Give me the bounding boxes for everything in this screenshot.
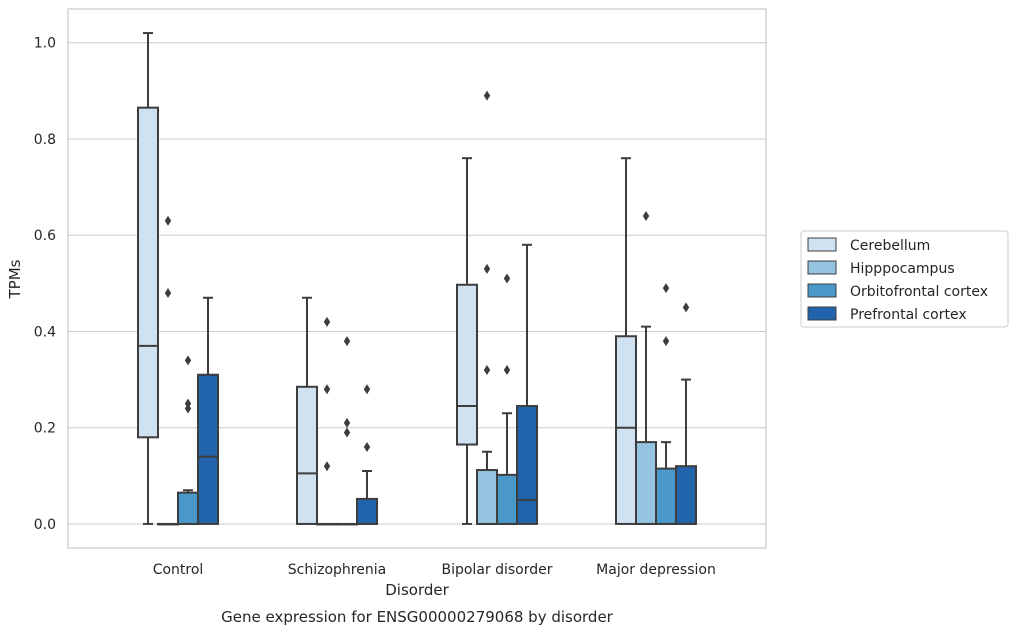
outlier-point	[323, 384, 331, 395]
box-body	[476, 469, 498, 525]
y-tick-label: 0.6	[34, 228, 56, 244]
box-body	[635, 441, 657, 525]
legend-swatch	[807, 283, 837, 298]
box-series	[137, 32, 697, 526]
box	[336, 336, 358, 526]
box	[296, 296, 318, 525]
box-body	[197, 373, 219, 525]
box	[655, 283, 677, 525]
y-axis-ticks: 0.0 0.2 0.4 0.6 0.8 1.0	[34, 36, 56, 533]
y-axis-label: TPMs	[6, 259, 24, 299]
box-body	[296, 385, 318, 525]
series-orbitofrontal-cortex	[177, 273, 677, 526]
series-hipppocampus	[157, 90, 657, 526]
box-body	[137, 106, 159, 439]
outlier-point	[483, 263, 491, 274]
legend-entry: Cerebellum	[850, 238, 930, 254]
box-body	[516, 405, 538, 525]
y-tick-label: 1.0	[34, 36, 56, 52]
outlier-point	[323, 461, 331, 472]
legend-entry: Orbitofrontal cortex	[850, 284, 988, 300]
box	[157, 215, 179, 526]
chart-caption: Gene expression for ENSG00000279068 by d…	[221, 608, 614, 626]
box	[456, 157, 478, 525]
x-tick-label: Schizophrenia	[288, 562, 386, 578]
outlier-point	[503, 364, 511, 375]
series-prefrontal-cortex	[197, 243, 697, 525]
outlier-point	[343, 427, 351, 438]
y-tick-label: 0.8	[34, 132, 56, 148]
box-body	[496, 473, 518, 525]
outlier-point	[662, 283, 670, 294]
box	[476, 90, 498, 525]
y-tick-label: 0.4	[34, 324, 56, 340]
grid-lines	[68, 42, 766, 525]
box-body	[675, 465, 697, 525]
outlier-point	[343, 417, 351, 428]
box	[137, 32, 159, 525]
legend-swatch	[807, 237, 837, 252]
box	[177, 355, 199, 525]
outlier-point	[363, 384, 371, 395]
outlier-point	[164, 215, 172, 226]
outlier-point	[503, 273, 511, 284]
box	[316, 316, 338, 526]
outlier-point	[483, 364, 491, 375]
legend-entry: Hipppocampus	[850, 261, 955, 277]
box	[496, 273, 518, 525]
box-body	[356, 497, 378, 525]
outlier-point	[323, 316, 331, 327]
legend-swatch	[807, 260, 837, 275]
legend-swatch	[807, 306, 837, 321]
x-axis-ticks: Control Schizophrenia Bipolar disorder Majo…	[153, 562, 716, 578]
outlier-point	[164, 287, 172, 298]
box	[516, 243, 538, 525]
box	[615, 157, 637, 525]
outlier-point	[682, 302, 690, 313]
box	[356, 384, 378, 525]
box	[635, 210, 657, 525]
box	[675, 302, 697, 525]
plot-frame	[67, 8, 767, 549]
series-cerebellum	[137, 32, 637, 525]
outlier-point	[184, 403, 192, 414]
outlier-point	[184, 355, 192, 366]
outlier-point	[363, 441, 371, 452]
box	[197, 296, 219, 525]
outlier-point	[642, 210, 650, 221]
legend-entry: Prefrontal cortex	[850, 307, 967, 323]
y-tick-label: 0.2	[34, 421, 56, 437]
box-body	[655, 467, 677, 525]
legend-frame	[800, 230, 1009, 328]
legend: Cerebellum Hipppocampus Orbitofrontal cort…	[800, 230, 1009, 328]
x-axis-label: Disorder	[385, 581, 449, 599]
outlier-point	[343, 336, 351, 347]
box-body	[615, 335, 637, 525]
x-tick-label: Control	[153, 562, 204, 578]
y-tick-label: 0.0	[34, 517, 56, 533]
x-tick-label: Bipolar disorder	[441, 562, 552, 578]
outlier-point	[483, 90, 491, 101]
box-body	[456, 283, 478, 446]
box-body	[177, 491, 199, 525]
x-tick-label: Major depression	[596, 562, 716, 578]
outlier-point	[662, 336, 670, 347]
